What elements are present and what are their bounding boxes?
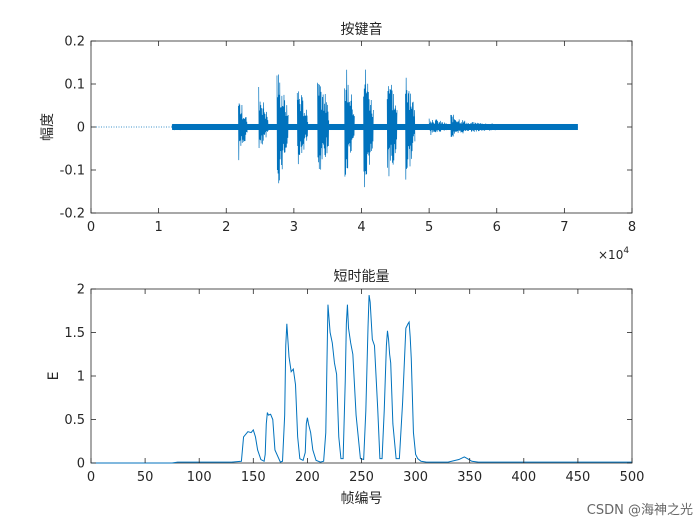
waveform-ylabel: 幅度 — [40, 113, 56, 141]
waveform-segment — [405, 77, 416, 180]
x-tick-label: 200 — [295, 470, 320, 485]
x-tick-label: 6 — [493, 220, 501, 235]
x-tick-label: 0 — [87, 220, 95, 235]
x-tick-label: 300 — [403, 470, 428, 485]
waveform-x-exponent: ×104 — [598, 246, 629, 262]
energy-line — [91, 295, 632, 464]
x-tick-label: 8 — [628, 220, 636, 235]
x-tick-label: 1 — [154, 220, 162, 235]
waveform-x-ticks: 0 1 2 3 4 5 6 7 8 — [87, 41, 636, 235]
x-tick-label: 50 — [137, 470, 154, 485]
x-tick-label: 150 — [241, 470, 266, 485]
x-tick-label: 500 — [620, 470, 645, 485]
y-tick-label: 2 — [77, 283, 85, 298]
x-tick-label: 4 — [357, 220, 365, 235]
x-tick-label: 250 — [349, 470, 374, 485]
y-tick-label: 0 — [77, 121, 85, 136]
energy-ylabel: E — [46, 372, 62, 381]
y-tick-label: 0.2 — [64, 35, 85, 50]
y-tick-label: 1.5 — [64, 326, 85, 341]
x-tick-label: 400 — [511, 470, 536, 485]
x-tick-label: 7 — [560, 220, 568, 235]
waveform-segment — [470, 121, 524, 132]
waveform-title: 按键音 — [341, 21, 383, 38]
waveform-segment — [386, 84, 398, 177]
x-exponent-power: 4 — [623, 246, 629, 256]
energy-y-ticks: 0 0.5 1 1.5 2 — [64, 283, 632, 472]
watermark: CSDN @海神之光 — [587, 503, 693, 518]
y-tick-label: -0.1 — [60, 164, 85, 179]
y-tick-label: 0.1 — [64, 78, 85, 93]
waveform-segment — [533, 124, 578, 130]
y-tick-label: 0 — [77, 457, 85, 472]
x-tick-label: 5 — [425, 220, 433, 235]
waveform-segment — [450, 114, 472, 137]
energy-title: 短时能量 — [334, 269, 390, 285]
x-tick-label: 3 — [290, 220, 298, 235]
waveform-segment — [258, 86, 269, 149]
energy-marks — [91, 295, 632, 464]
waveform-segment — [296, 91, 309, 165]
y-tick-label: 0.5 — [64, 413, 85, 428]
x-tick-label: 450 — [565, 470, 590, 485]
waveform-segment — [363, 69, 374, 188]
x-tick-label: 0 — [87, 470, 95, 485]
waveform-segment — [317, 82, 330, 170]
waveform-segment — [171, 123, 241, 131]
y-tick-label: -0.2 — [60, 207, 85, 222]
x-tick-label: 350 — [457, 470, 482, 485]
waveform-segment — [238, 103, 248, 161]
waveform-marks — [91, 69, 578, 188]
y-tick-label: 1 — [77, 370, 85, 385]
waveform-segment — [428, 118, 450, 136]
energy-xlabel: 帧编号 — [341, 491, 383, 507]
waveform-noise-floor — [172, 123, 578, 131]
waveform-segment — [344, 69, 355, 177]
x-tick-label: 100 — [187, 470, 212, 485]
energy-x-ticks: 0 50 100 150 200 250 300 350 400 450 500 — [87, 289, 645, 485]
waveform-y-ticks: -0.2 -0.1 0 0.1 0.2 — [60, 35, 632, 222]
waveform-segment — [276, 74, 289, 184]
energy-axes: 0 50 100 150 200 250 300 350 400 450 500 0 0.5 1 1.5 2… — [46, 269, 644, 507]
x-tick-label: 2 — [222, 220, 230, 235]
x-exponent-base: ×10 — [598, 248, 623, 262]
energy-plot-area — [90, 288, 633, 464]
